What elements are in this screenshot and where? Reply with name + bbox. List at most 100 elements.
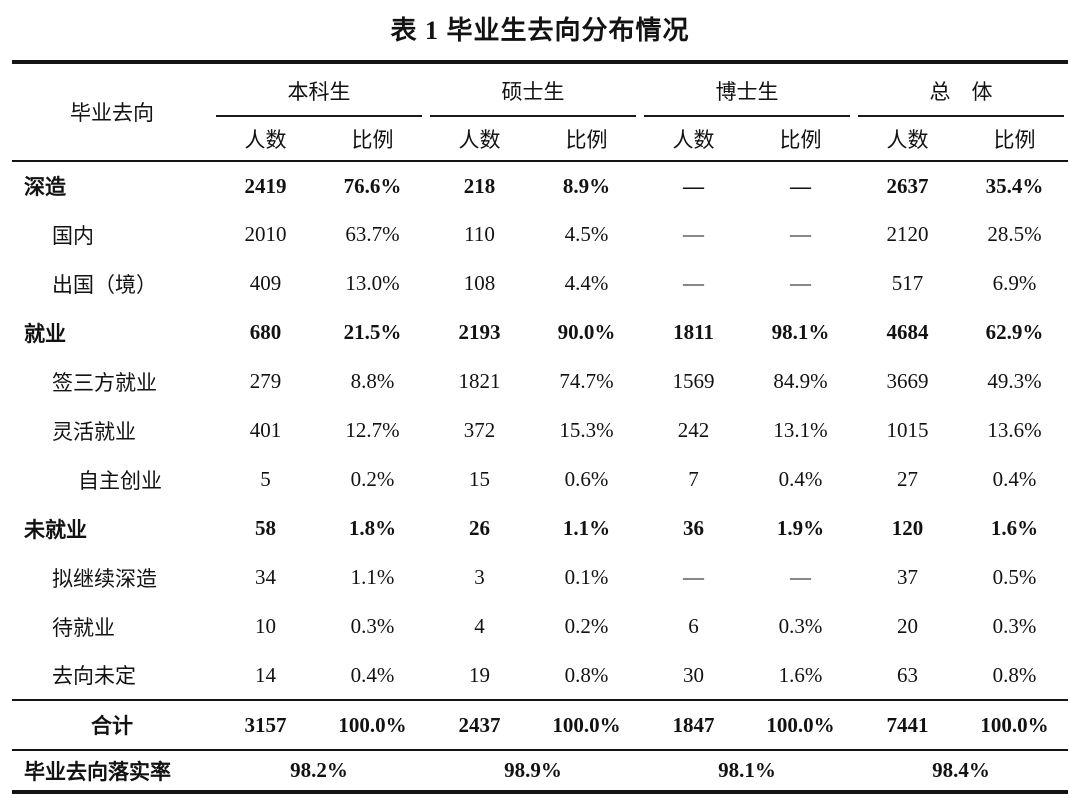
cell-value: 0.2% — [350, 467, 395, 491]
cell-value: 19 — [426, 651, 533, 701]
cell-value: 76.6% — [343, 173, 402, 198]
group-header-row: 毕业去向 本科生 硕士生 博士生 总 体 — [12, 62, 1068, 162]
cell-value: 1.6% — [747, 651, 854, 701]
cell-value: 680 — [249, 320, 282, 344]
table-row: 深造 2419 76.6% 218 8.9% — — 2637 35.4% — [12, 161, 1068, 210]
cell-value: 0.6% — [564, 467, 609, 491]
cell-value: 37 — [897, 565, 918, 589]
cell-value: 0.4% — [778, 467, 823, 491]
cell-value: 15.3% — [559, 418, 614, 442]
cell-value: 4 — [474, 614, 485, 638]
cell-value: 8.9% — [562, 173, 611, 198]
cell-value: — — [790, 565, 811, 589]
table-body: 深造 2419 76.6% 218 8.9% — —2637 35.4% 国内 2010 63.7%… — [12, 161, 1068, 701]
table-footer: 合计 3157 100.0% 2437 100.0% 1847 100.0% 7… — [12, 700, 1068, 792]
cell-value: 4.5% — [564, 222, 609, 246]
cell-value: 2120 — [886, 222, 929, 246]
cell-value: — — [683, 271, 704, 295]
cell-value: 242 — [677, 418, 710, 442]
cell-value: 7 — [688, 467, 699, 491]
table-row: 就业 680 21.5% 2193 90.0% 1811 98.1% 4684 62.9% — [12, 308, 1068, 357]
cell-value: 98.1% — [771, 320, 830, 344]
total-cell: 100.0% — [747, 700, 854, 751]
row-label: 深造 — [24, 175, 66, 199]
cell-value: 90.0% — [557, 320, 616, 344]
table-row: 未就业 58 1.8% 26 1.1% 36 1.9% 120 1.6% — [12, 504, 1068, 553]
cell-value: 1.1% — [350, 565, 395, 589]
label-column-header: 毕业去向 — [12, 62, 212, 162]
group-header-doctoral: 博士生 — [640, 62, 854, 117]
cell-value: 3 — [474, 565, 485, 589]
cell-value: 1811 — [673, 320, 714, 344]
cell-value: 0.4% — [319, 651, 426, 701]
cell-value: 1821 — [458, 369, 501, 393]
cell-value: 27 — [897, 467, 918, 491]
total-cell: 100.0% — [533, 700, 640, 751]
row-label: 待就业 — [52, 615, 115, 640]
cell-value: — — [790, 222, 811, 246]
table-row: 签三方就业 279 8.8% 1821 74.7% 1569 84.9% 3669 49.3% — [12, 357, 1068, 406]
subheader-ratio: 比例 — [961, 117, 1068, 162]
cell-value: 6 — [688, 614, 699, 638]
placement-rate-row: 毕业去向落实率 98.2% 98.9% 98.1% 98.4% — [12, 750, 1068, 792]
sub-header-row: 人数 比例 人数 比例 人数 比例 人数 比例 — [12, 117, 1068, 162]
group-header-undergraduate: 本科生 — [212, 62, 426, 117]
cell-value: 1.1% — [562, 516, 611, 540]
cell-value: 0.3% — [992, 614, 1037, 638]
table-row: 拟继续深造 34 1.1% 3 0.1% — — 37 0.5% — [12, 553, 1068, 602]
cell-value: 84.9% — [773, 369, 828, 393]
cell-value: 218 — [463, 173, 496, 198]
subheader-ratio: 比例 — [319, 117, 426, 162]
cell-value: 36 — [683, 516, 704, 540]
cell-value: — — [683, 565, 704, 589]
cell-value: 409 — [249, 271, 282, 295]
cell-value: 0.4% — [992, 467, 1037, 491]
cell-value: 12.7% — [345, 418, 400, 442]
cell-value: 5 — [260, 467, 271, 491]
cell-value: 1569 — [672, 369, 715, 393]
cell-value: 8.8% — [350, 369, 395, 393]
cell-value: 517 — [891, 271, 924, 295]
cell-value: 1.6% — [990, 516, 1039, 540]
row-label: 未就业 — [24, 517, 87, 542]
cell-value: 10 — [255, 614, 276, 638]
cell-value: 35.4% — [985, 173, 1044, 198]
total-row-label: 合计 — [12, 700, 212, 751]
cell-value: 15 — [469, 467, 490, 491]
total-cell: 3157 — [212, 700, 319, 751]
subheader-count: 人数 — [212, 117, 319, 162]
total-cell: 7441 — [854, 700, 961, 751]
table-row: 出国（境） 409 13.0% 108 4.4% — — 517 6.9% — [12, 259, 1068, 308]
cell-value: 0.1% — [564, 565, 609, 589]
cell-value: 13.6% — [987, 418, 1042, 442]
cell-value: 58 — [255, 516, 276, 540]
placement-rate-cell: 98.2% — [290, 758, 348, 782]
table-row: 自主创业 5 0.2% 15 0.6% 7 0.4% 27 0.4% — [12, 455, 1068, 504]
cell-value: 108 — [463, 271, 496, 295]
cell-value: 0.2% — [564, 614, 609, 638]
cell-value: 2193 — [458, 320, 501, 344]
subheader-count: 人数 — [854, 117, 961, 162]
row-label: 灵活就业 — [52, 419, 136, 444]
row-label: 去向未定 — [12, 651, 212, 701]
cell-value: 372 — [463, 418, 496, 442]
cell-value: 28.5% — [987, 222, 1042, 246]
cell-value: 0.8% — [961, 651, 1068, 701]
cell-value: 2637 — [886, 173, 929, 198]
table-row: 待就业 10 0.3% 4 0.2% 6 0.3% 20 0.3% — [12, 602, 1068, 651]
cell-value: 6.9% — [992, 271, 1037, 295]
cell-value: 4684 — [886, 320, 929, 344]
cell-value: — — [790, 173, 811, 198]
cell-value: 74.7% — [559, 369, 614, 393]
row-label: 出国（境） — [52, 272, 157, 297]
total-cell: 100.0% — [319, 700, 426, 751]
cell-value: 49.3% — [987, 369, 1042, 393]
row-label: 自主创业 — [78, 468, 162, 493]
cell-value: 0.3% — [350, 614, 395, 638]
cell-value: 34 — [255, 565, 276, 589]
total-cell: 100.0% — [961, 700, 1068, 751]
cell-value: 14 — [212, 651, 319, 701]
row-label: 就业 — [24, 321, 66, 346]
table-header: 毕业去向 本科生 硕士生 博士生 总 体 人数 比例 人数 比例 人数 比例 人… — [12, 62, 1068, 162]
